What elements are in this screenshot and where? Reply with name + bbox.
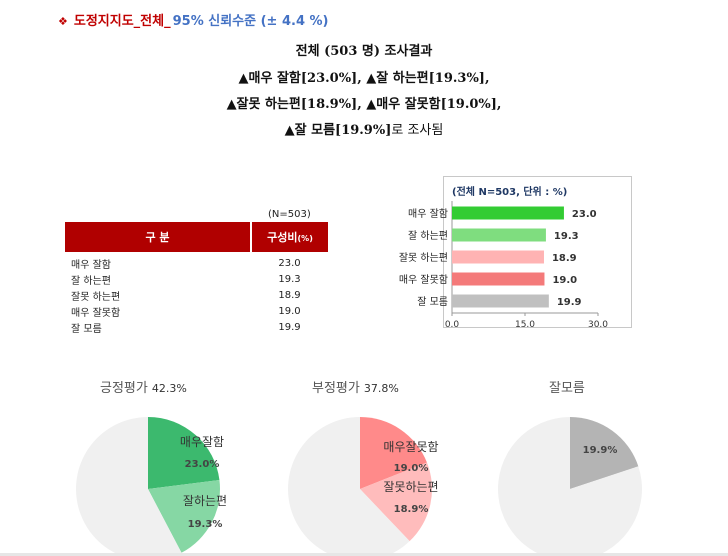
table-row: 매우 잘함 23.0 (65, 252, 328, 272)
pie-slice (498, 417, 642, 556)
table-cell-label: 매우 잘못함 (65, 303, 251, 320)
data-table: 구 분 구성비(%) 매우 잘함 23.0 잘 하는편 19.3 잘못 하는편 … (65, 222, 328, 336)
table-cell-label: 매우 잘함 (65, 252, 251, 272)
table-cell-value: 23.0 (251, 252, 328, 272)
diamond-bullet-icon: ❖ (58, 15, 68, 28)
table-cell-label: 잘 하는편 (65, 271, 251, 288)
summary-line-3: ▲잘못 하는편[18.9%], ▲매우 잘못함[19.0%], (226, 97, 502, 112)
header-confidence: 95% 신뢰수준 (± 4.4 %) (172, 14, 329, 29)
pie-chart-2: 19.9% (498, 417, 642, 556)
summary-line-4: ▲잘 모름[19.9%]로 조사됨 (284, 123, 444, 138)
pie-slice-value: 18.9% (394, 504, 429, 515)
table-cell-value: 19.9 (251, 319, 328, 336)
table-cell-value: 19.0 (251, 303, 328, 320)
summary-line-1: 전체 (503 명) 조사결과 (295, 44, 433, 59)
table-cell-value: 18.9 (251, 287, 328, 304)
pie-slice-value: 19.9% (583, 445, 618, 456)
pie-title-negative: 부정평가 37.8% (312, 381, 399, 396)
pie-slice (360, 417, 427, 489)
table-row: 잘 모름 19.9 (65, 319, 328, 336)
pie-slice-label: 매우잘함 (180, 435, 224, 449)
page-header: ❖ 도정지지도_전체_ 95% 신뢰수준 (± 4.4 %) (58, 10, 329, 29)
pie-slice-value: 23.0% (185, 459, 220, 470)
bottom-divider (0, 553, 728, 556)
pie-title-unknown: 잘모름 (549, 381, 585, 396)
pie-slice (360, 462, 433, 542)
table-cell-value: 19.3 (251, 271, 328, 288)
table-header-ratio: 구성비(%) (251, 222, 328, 252)
pie-slice (148, 479, 220, 553)
table-cell-label: 잘 모름 (65, 319, 251, 336)
pie-chart-1: 매우잘못함 19.0% 잘못하는편 18.9% (288, 417, 439, 556)
header-title: 도정지지도_전체_ (73, 14, 171, 29)
pie-slice-label: 잘못하는편 (383, 480, 438, 494)
table-row: 잘못 하는편 18.9 (65, 287, 328, 304)
pie-slice (148, 417, 220, 489)
pie-slice-value: 19.3% (188, 519, 223, 530)
table-row: 잘 하는편 19.3 (65, 271, 328, 288)
pie-slice-value: 19.0% (394, 463, 429, 474)
pie-title-positive: 긍정평가 42.3% (100, 381, 187, 396)
summary-line-2: ▲매우 잘함[23.0%], ▲잘 하는편[19.3%], (238, 71, 490, 86)
table-cell-label: 잘못 하는편 (65, 287, 251, 304)
pie-slice (570, 417, 639, 489)
table-n-label: (N=503) (268, 209, 311, 220)
table-header-category: 구 분 (65, 222, 252, 252)
pie-slice-label: 매우잘못함 (383, 440, 438, 454)
table-row: 매우 잘못함 19.0 (65, 303, 328, 320)
pie-slice (288, 417, 410, 556)
pie-chart-0: 매우잘함 23.0% 잘하는편 19.3% (76, 417, 227, 556)
pie-slice (76, 417, 182, 556)
pie-slice-label: 잘하는편 (183, 494, 227, 508)
